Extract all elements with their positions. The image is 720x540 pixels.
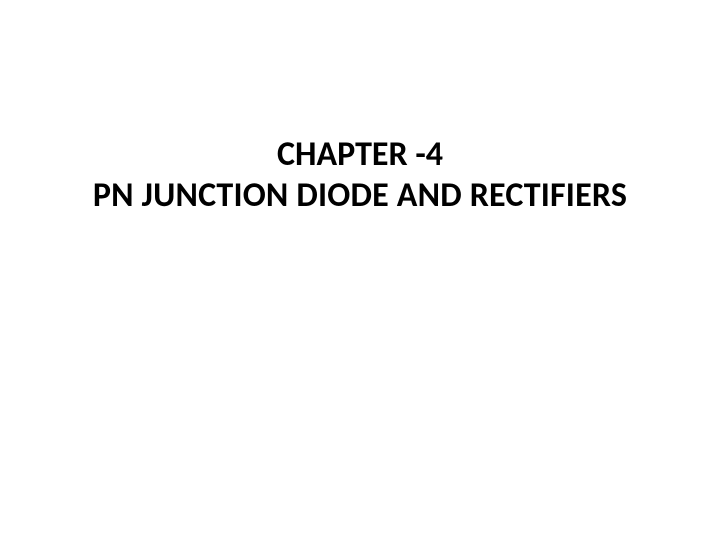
title-line-2: PN JUNCTION DIODE AND RECTIFIERS <box>48 176 672 217</box>
slide-title: CHAPTER -4 PN JUNCTION DIODE AND RECTIFI… <box>48 135 672 217</box>
title-line-1: CHAPTER -4 <box>48 135 672 176</box>
